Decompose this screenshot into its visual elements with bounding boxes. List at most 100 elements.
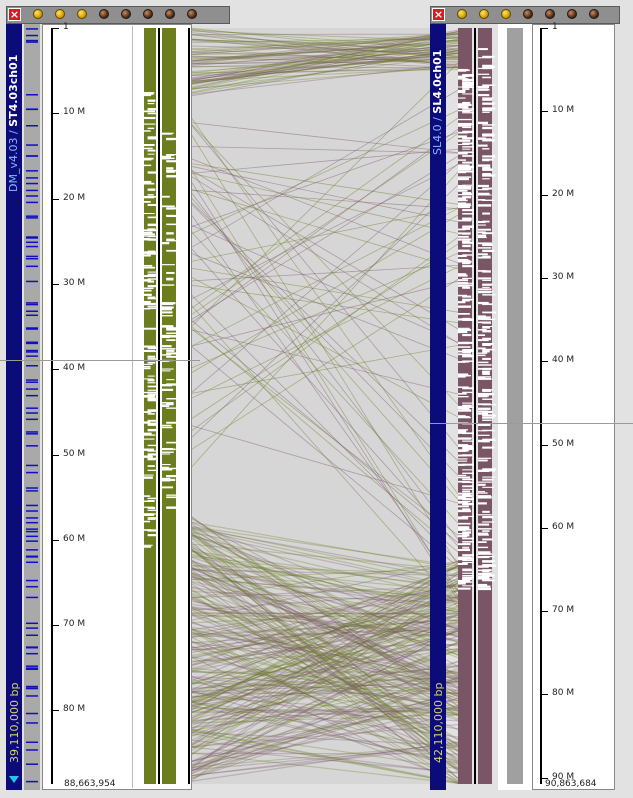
density-mark: [26, 388, 38, 390]
synteny-link: [189, 515, 459, 706]
toolbar-option-button[interactable]: [501, 9, 511, 19]
feature-gap: [166, 407, 180, 409]
density-mark: [26, 364, 38, 367]
toolbar-option-button[interactable]: [33, 9, 43, 19]
feature-gap: [458, 463, 466, 466]
toolbar-option-button[interactable]: [77, 9, 87, 19]
toolbar-toggle-button[interactable]: [523, 9, 533, 19]
synteny-link: [189, 28, 459, 50]
feature-gap: [162, 306, 174, 309]
toolbar-toggle-button[interactable]: [121, 9, 131, 19]
left-crosshair: [0, 360, 200, 361]
feature-gap: [147, 517, 158, 519]
feature-gap: [462, 184, 473, 186]
feature-gap: [478, 231, 486, 234]
synteny-link: [189, 517, 459, 667]
left-gene-features: [144, 28, 190, 784]
synteny-link: [189, 580, 459, 736]
synteny-link: [189, 179, 459, 601]
synteny-link: [189, 629, 459, 680]
feature-gap: [458, 176, 472, 178]
feature-gap: [478, 587, 492, 591]
feature-gap: [144, 110, 156, 113]
feature-gap: [144, 448, 155, 451]
synteny-link: [189, 37, 459, 44]
close-icon[interactable]: ×: [432, 8, 445, 21]
toolbar-toggle-button[interactable]: [567, 9, 577, 19]
feature-gap: [458, 238, 472, 241]
toolbar-option-button[interactable]: [457, 9, 467, 19]
feature-gap: [147, 385, 158, 388]
feature-gap: [147, 250, 156, 252]
feature-gap: [462, 263, 470, 265]
feature-gap: [144, 130, 151, 132]
left-chromosome-strip[interactable]: [6, 24, 22, 790]
feature-gap: [462, 225, 476, 228]
synteny-link: [189, 571, 459, 679]
feature-gap: [162, 195, 170, 198]
feature-gap: [147, 136, 159, 138]
toolbar-toggle-button[interactable]: [589, 9, 599, 19]
synteny-link: [189, 33, 459, 82]
toolbar-toggle-button[interactable]: [143, 9, 153, 19]
toolbar-toggle-button[interactable]: [99, 9, 109, 19]
synteny-link: [189, 607, 459, 714]
synteny-link: [189, 739, 459, 774]
feature-gap: [162, 308, 172, 311]
synteny-link: [189, 614, 459, 693]
triangle-down-icon[interactable]: [9, 776, 19, 783]
synteny-link: [189, 572, 459, 622]
density-mark: [26, 596, 38, 599]
synteny-link: [189, 521, 459, 570]
feature-gap: [478, 412, 488, 415]
right-chromosome-strip[interactable]: [430, 24, 446, 790]
synteny-link: [189, 560, 459, 771]
feature-gap: [482, 579, 495, 582]
right-crosshair: [430, 423, 633, 424]
feature-gap: [482, 343, 491, 346]
feature-gap: [144, 293, 152, 296]
feature-gap: [482, 478, 494, 481]
feature-gap: [482, 419, 492, 421]
density-mark: [26, 780, 38, 783]
synteny-link: [189, 42, 459, 85]
feature-gap: [147, 273, 160, 276]
synteny-link: [189, 581, 459, 682]
density-mark: [26, 144, 38, 146]
feature-gap: [462, 333, 472, 337]
feature-gap: [478, 546, 489, 549]
feature-gap: [458, 528, 466, 531]
density-mark: [26, 433, 38, 435]
feature-gap: [478, 457, 492, 459]
feature-gap: [462, 445, 474, 448]
synteny-link: [189, 37, 459, 55]
toolbar-toggle-button[interactable]: [165, 9, 175, 19]
toolbar-toggle-button[interactable]: [187, 9, 197, 19]
synteny-link: [189, 556, 459, 643]
feature-gap: [482, 370, 490, 373]
feature-gap: [147, 346, 159, 350]
feature-gap: [147, 397, 158, 400]
feature-gap: [478, 578, 492, 580]
right-ruler: [532, 24, 615, 790]
feature-gap: [166, 332, 178, 335]
feature-gap: [462, 447, 474, 450]
ruler-tick-label: 20 M: [63, 192, 86, 203]
close-icon[interactable]: ×: [8, 8, 21, 21]
feature-gap: [462, 142, 473, 145]
synteny-link: [189, 53, 459, 82]
toolbar-option-button[interactable]: [55, 9, 65, 19]
feature-gap: [144, 302, 156, 306]
synteny-link: [189, 229, 459, 524]
synteny-link: [189, 691, 459, 730]
feature-gap: [458, 431, 466, 434]
ruler-tick: [53, 539, 59, 541]
ruler-tick-label: 90 M: [552, 771, 575, 782]
synteny-link: [189, 566, 459, 690]
feature-gap: [147, 229, 158, 232]
toolbar-toggle-button[interactable]: [545, 9, 555, 19]
toolbar-option-button[interactable]: [479, 9, 489, 19]
synteny-link: [189, 597, 459, 660]
synteny-link: [189, 527, 459, 752]
feature-gap: [162, 402, 174, 404]
